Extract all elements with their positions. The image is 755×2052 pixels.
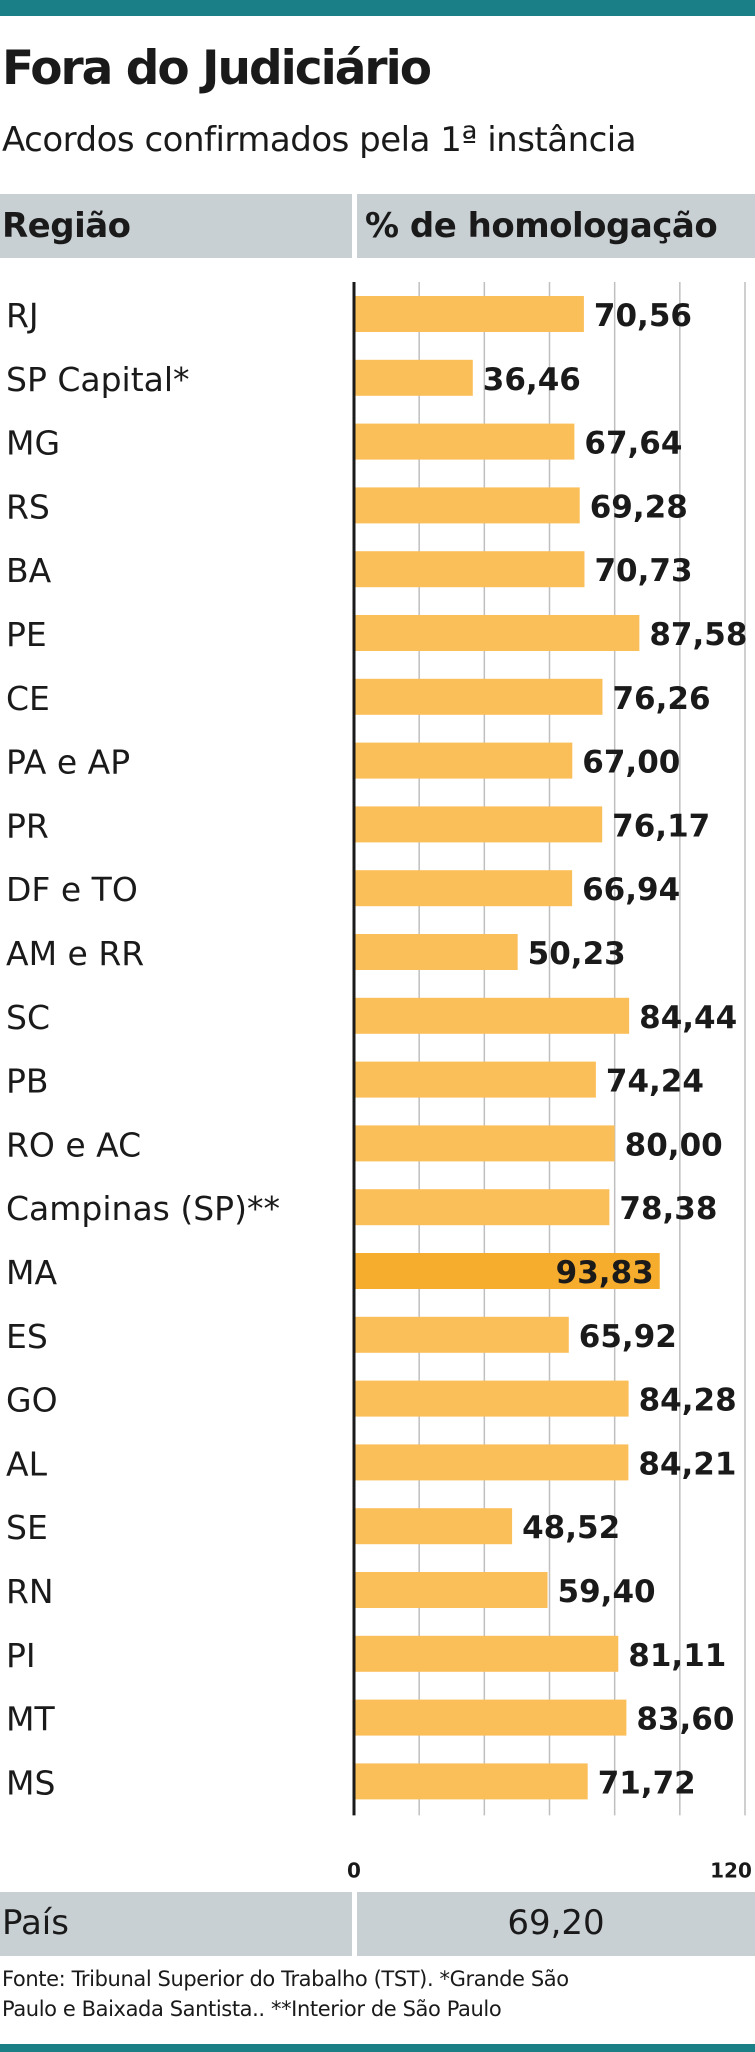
value-label: 67,64 xyxy=(584,426,682,462)
bar-go xyxy=(354,1380,629,1417)
column-header-band xyxy=(0,194,755,258)
value-label: 59,40 xyxy=(558,1574,656,1610)
category-label: GO xyxy=(6,1381,58,1420)
category-label: AM e RR xyxy=(6,934,144,973)
category-label: SP Capital* xyxy=(6,360,190,399)
category-label: PA e AP xyxy=(6,743,130,782)
value-label: 81,11 xyxy=(628,1638,726,1674)
bar-ms xyxy=(354,1763,588,1800)
bar-rs xyxy=(354,487,580,524)
value-label: 36,46 xyxy=(483,362,581,398)
category-label: PR xyxy=(6,806,49,845)
bar-chart: RJ 70,56 SP Capital* 36,46 MG 67,64 RS 69,28 BA 7… xyxy=(6,282,752,1882)
value-label: 70,56 xyxy=(594,298,692,334)
category-label: MS xyxy=(6,1763,55,1802)
bar-al xyxy=(354,1444,629,1481)
column-header-percentage: % de homologação xyxy=(365,206,718,246)
column-header-region: Região xyxy=(2,206,131,246)
value-label: 76,26 xyxy=(612,681,710,717)
category-label: SE xyxy=(6,1508,48,1547)
value-label: 67,00 xyxy=(582,745,680,781)
country-summary-divider xyxy=(352,1892,357,1956)
value-label: 87,58 xyxy=(649,617,747,653)
bar-sc xyxy=(354,997,630,1034)
category-label: PI xyxy=(6,1636,36,1675)
category-label: MA xyxy=(6,1253,57,1292)
value-label: 80,00 xyxy=(625,1127,723,1163)
bar-se xyxy=(354,1508,513,1545)
category-label: CE xyxy=(6,679,50,718)
footnote-line-2: Paulo e Baixada Santista.. **Interior de… xyxy=(2,1997,502,2021)
category-label: AL xyxy=(6,1444,48,1483)
bar-mt xyxy=(354,1699,627,1736)
country-summary-band xyxy=(0,1892,755,1956)
category-label: PE xyxy=(6,615,47,654)
value-label: 71,72 xyxy=(598,1765,696,1801)
bar-campinas-sp xyxy=(354,1189,610,1226)
chart-title: Fora do Judiciário xyxy=(2,41,432,96)
bar-sp-capital xyxy=(354,359,473,396)
bar-pr xyxy=(354,806,603,843)
bar-pb xyxy=(354,1061,596,1098)
category-label: Campinas (SP)** xyxy=(6,1189,280,1228)
country-summary-value: 69,20 xyxy=(507,1903,605,1943)
bar-es xyxy=(354,1316,569,1353)
bar-am-e-rr xyxy=(354,934,518,970)
footnote-line-1: Fonte: Tribunal Superior do Trabalho (TS… xyxy=(2,1967,569,1991)
bar-ce xyxy=(354,678,603,715)
category-label: RJ xyxy=(6,296,39,335)
country-summary-label: País xyxy=(2,1903,69,1943)
value-label: 70,73 xyxy=(594,553,692,589)
category-label: PB xyxy=(6,1062,49,1101)
value-label: 84,21 xyxy=(638,1446,736,1482)
value-label: 78,38 xyxy=(619,1191,717,1227)
bar-ma xyxy=(354,1253,660,1289)
value-label: 84,28 xyxy=(639,1383,737,1419)
value-label: 65,92 xyxy=(579,1319,677,1355)
bar-pi xyxy=(354,1635,619,1672)
bar-ro-e-ac xyxy=(354,1125,615,1162)
value-label: 74,24 xyxy=(606,1064,704,1100)
value-label: 50,23 xyxy=(528,936,626,972)
bottom-accent-rule xyxy=(0,2044,755,2052)
x-tick-label: 0 xyxy=(347,1858,361,1882)
category-label: RO e AC xyxy=(6,1125,141,1164)
bar-ba xyxy=(354,551,585,588)
bar-mg xyxy=(354,423,575,460)
x-tick-label: 120 xyxy=(710,1858,752,1882)
category-label: RS xyxy=(6,487,50,526)
column-header-divider xyxy=(352,194,357,258)
value-label: 76,17 xyxy=(612,808,710,844)
value-label: 93,83 xyxy=(556,1255,654,1291)
category-label: DF e TO xyxy=(6,870,138,909)
bar-rj xyxy=(354,296,584,332)
bar-pa-e-ap xyxy=(354,742,573,779)
chart-subtitle: Acordos confirmados pela 1ª instância xyxy=(2,120,637,160)
value-label: 83,60 xyxy=(636,1702,734,1738)
top-accent-rule xyxy=(0,0,755,16)
bar-df-e-to xyxy=(354,870,573,907)
category-label: MG xyxy=(6,424,60,463)
category-label: BA xyxy=(6,551,52,590)
bar-rn xyxy=(354,1572,548,1608)
category-label: ES xyxy=(6,1317,48,1356)
value-label: 69,28 xyxy=(590,489,688,525)
category-label: SC xyxy=(6,998,50,1037)
category-label: MT xyxy=(6,1700,55,1739)
value-label: 84,44 xyxy=(639,1000,737,1036)
category-label: RN xyxy=(6,1572,54,1611)
bar-pe xyxy=(354,615,640,651)
value-label: 48,52 xyxy=(522,1510,620,1546)
value-label: 66,94 xyxy=(582,872,680,908)
source-footnote: Fonte: Tribunal Superior do Trabalho (TS… xyxy=(2,1964,750,2024)
